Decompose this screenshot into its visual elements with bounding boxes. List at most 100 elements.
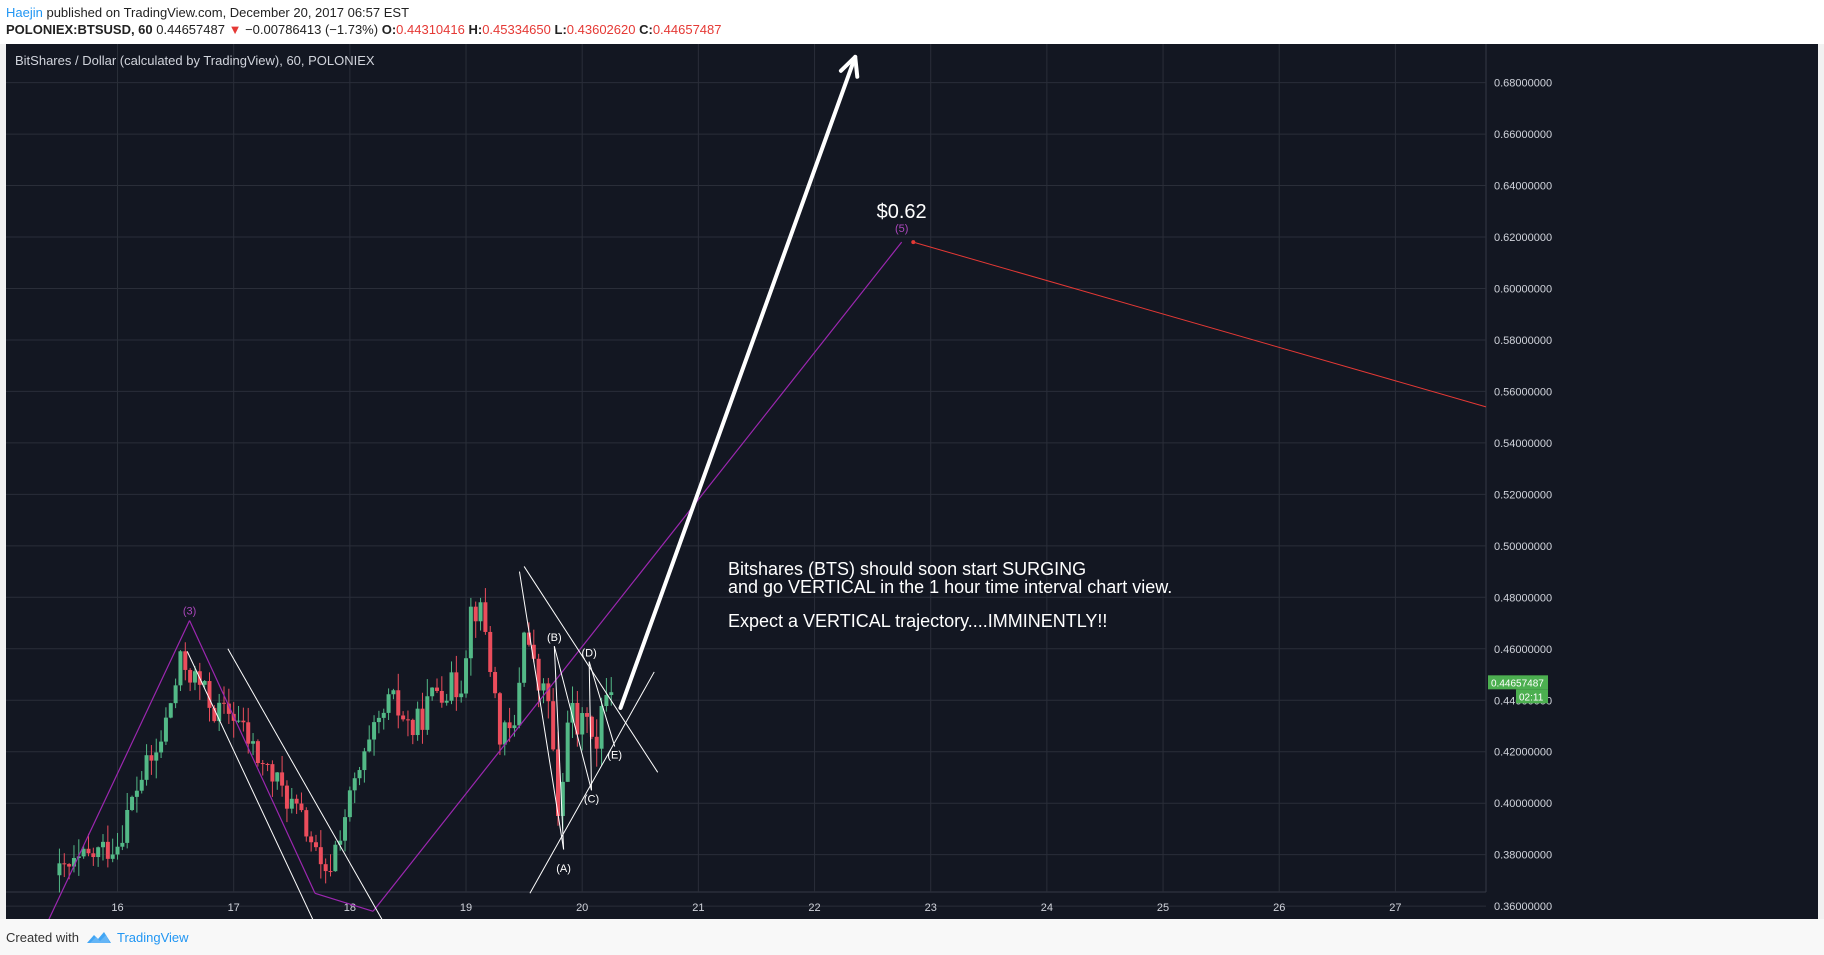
- wave-3-label: (3): [183, 605, 196, 617]
- candle-body: [522, 632, 527, 683]
- candle-body: [333, 844, 338, 872]
- projection-line[interactable]: [913, 241, 1487, 408]
- projection-anchor[interactable]: [911, 240, 916, 245]
- target-price-label: $0.62: [877, 201, 927, 223]
- elliott-wave-line[interactable]: [314, 892, 374, 912]
- elliott-wave-line[interactable]: [189, 620, 316, 894]
- chart-title: BitShares / Dollar (calculated by Tradin…: [15, 53, 375, 68]
- candle-body: [396, 690, 401, 716]
- time-tick-label: 20: [576, 902, 588, 914]
- price-tick-label: 0.36000000: [1494, 901, 1552, 913]
- elliott-wave-line[interactable]: [48, 620, 191, 919]
- price-tick-label: 0.52000000: [1494, 489, 1552, 501]
- projection-arrow[interactable]: [618, 54, 858, 710]
- time-tick-label: 24: [1041, 902, 1053, 914]
- price-tick-label: 0.42000000: [1494, 747, 1552, 759]
- candle-body: [473, 606, 478, 622]
- high-value: 0.45334650: [482, 22, 551, 37]
- candle-body: [575, 702, 580, 735]
- candle-body: [526, 632, 531, 645]
- low-value: 0.43602620: [566, 22, 636, 37]
- chart-area[interactable]: 0.68000000 0.66000000 0.64000000 0.62000000…: [6, 44, 1818, 919]
- candle-body: [265, 763, 270, 765]
- candle-body: [270, 764, 275, 782]
- channel-line[interactable]: [227, 648, 385, 919]
- candle-body: [599, 706, 604, 749]
- candle-body: [352, 778, 357, 791]
- candle-body: [565, 722, 570, 782]
- symbol-label: POLONIEX:BTSUSD, 60: [6, 22, 153, 37]
- price-tick-label: 0.64000000: [1494, 181, 1552, 193]
- candle-body: [202, 681, 207, 685]
- candle-body: [212, 707, 217, 722]
- candle-body: [546, 683, 551, 702]
- current-price-tag: [1488, 675, 1548, 690]
- time-tick-label: 23: [925, 902, 937, 914]
- time-tick-label: 16: [111, 902, 123, 914]
- tradingview-link[interactable]: TradingView: [117, 930, 189, 945]
- candle-body: [173, 685, 178, 704]
- candle-body: [328, 871, 333, 873]
- time-tick-label: 25: [1157, 902, 1169, 914]
- candle-body: [415, 708, 420, 736]
- candle-body: [294, 798, 299, 804]
- abcde-wave-line[interactable]: [588, 661, 592, 791]
- candle-body: [434, 687, 439, 691]
- candle-body: [110, 854, 115, 859]
- published-info: published on TradingView.com, December 2…: [42, 5, 410, 20]
- candle-body: [255, 741, 260, 764]
- abcde-wave-line[interactable]: [588, 661, 616, 747]
- channel-line[interactable]: [186, 651, 315, 919]
- author-link[interactable]: Haejin: [6, 5, 43, 20]
- candle-body: [105, 841, 110, 859]
- candle-body: [338, 840, 343, 845]
- price-axis[interactable]: [1486, 44, 1818, 919]
- wave-c-label: (C): [584, 793, 599, 805]
- candle-body: [226, 703, 231, 714]
- candle-body: [478, 602, 483, 622]
- candle-body: [362, 751, 367, 771]
- wave-b-label: (B): [547, 632, 562, 644]
- triangle-boundary-line[interactable]: [529, 671, 655, 894]
- candle-body: [154, 752, 159, 761]
- candle-body: [507, 722, 512, 729]
- candle-body: [86, 848, 91, 854]
- candle-body: [241, 720, 246, 723]
- candle-body: [347, 790, 352, 818]
- candle-body: [163, 717, 168, 742]
- candle-body: [217, 702, 222, 722]
- candle-body: [531, 644, 536, 659]
- candle-body: [96, 847, 101, 858]
- created-with-label: Created with: [6, 930, 79, 945]
- price-chart[interactable]: 0.68000000 0.66000000 0.64000000 0.62000000…: [6, 44, 1818, 919]
- candle-body: [260, 763, 265, 765]
- time-tick-label: 19: [460, 902, 472, 914]
- candle-body: [246, 722, 251, 744]
- candle-body: [536, 658, 541, 691]
- ohlc-line: POLONIEX:BTSUSD, 60 0.44657487 ▼ −0.0078…: [6, 22, 722, 37]
- candle-body: [483, 602, 488, 632]
- abcde-wave-line[interactable]: [518, 571, 565, 850]
- candle-body: [159, 741, 164, 753]
- abcde-wave-line[interactable]: [553, 646, 592, 791]
- candle-body: [57, 863, 62, 876]
- candle-body: [459, 693, 464, 698]
- candle-body: [439, 690, 444, 703]
- candle-body: [236, 720, 241, 722]
- triangle-boundary-line[interactable]: [523, 566, 659, 773]
- candle-body: [420, 708, 425, 730]
- time-tick-label: 26: [1273, 902, 1285, 914]
- abcde-wave-line[interactable]: [553, 646, 565, 850]
- candle-body: [130, 796, 135, 810]
- candle-body: [139, 779, 144, 791]
- footer: Created with TradingView: [0, 919, 1824, 955]
- elliott-wave-line[interactable]: [372, 241, 903, 912]
- candle-body: [222, 702, 227, 704]
- candle-body: [444, 700, 449, 703]
- candle-body: [357, 770, 362, 779]
- candle-body: [101, 841, 106, 848]
- candle-body: [309, 836, 314, 843]
- candle-body: [376, 717, 381, 723]
- candle-body: [168, 703, 173, 718]
- candle-body: [512, 725, 517, 729]
